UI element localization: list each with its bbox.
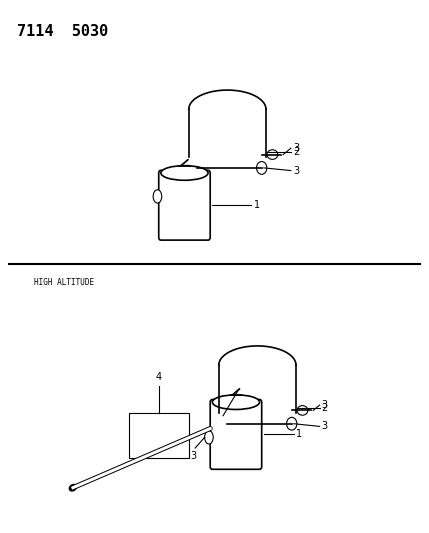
Text: 1: 1 [296,430,302,439]
Ellipse shape [69,484,77,491]
Text: 2: 2 [293,147,299,157]
Text: 2: 2 [322,403,328,413]
Text: 3: 3 [293,143,299,153]
Text: 3: 3 [322,400,328,410]
Text: 1: 1 [254,200,260,210]
Text: 3: 3 [293,166,299,175]
Circle shape [287,417,297,430]
Bar [129,413,189,458]
Ellipse shape [212,395,260,409]
Ellipse shape [267,150,278,159]
Text: HIGH ALTITUDE: HIGH ALTITUDE [34,278,94,287]
Ellipse shape [205,431,213,444]
Ellipse shape [161,166,208,180]
Text: 7114  5030: 7114 5030 [17,24,109,39]
FancyBboxPatch shape [210,400,262,470]
Circle shape [257,161,267,174]
Text: 3: 3 [322,422,328,431]
Ellipse shape [297,406,308,415]
Text: 3: 3 [190,451,196,461]
FancyBboxPatch shape [159,171,210,240]
Text: 4: 4 [156,372,162,382]
Ellipse shape [153,190,162,203]
